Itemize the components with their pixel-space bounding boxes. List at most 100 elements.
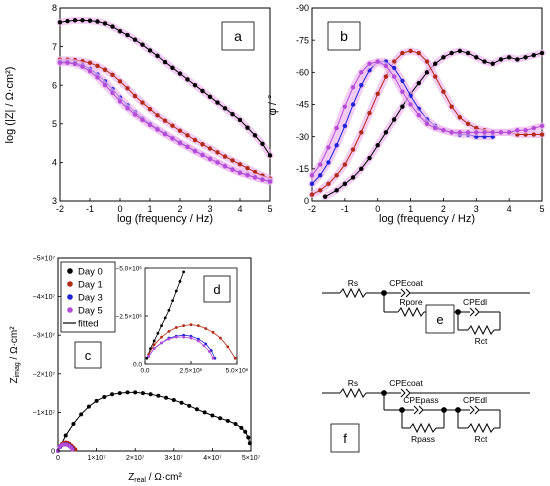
panel-b-series-3-point: [383, 63, 389, 69]
panel-a-series-3-point: [87, 69, 93, 74]
panel-a-series-1-point: [192, 137, 198, 143]
panel-c-series-0-point: [102, 394, 107, 399]
panel-d-series-2-point: [196, 337, 200, 341]
panel-b-series-3-point: [523, 128, 528, 133]
legend-marker-day0: [67, 268, 73, 274]
panel-c-axes: 0 1×10⁷ 2×10⁷ 3×10⁷ 4×10⁷ 5×10⁷ 0 −1×10⁷ −2×10⁷ −…: [33, 255, 261, 462]
panel-b-series-1-point: [334, 173, 339, 178]
panel-d-ytick-label: −2.5×10⁶: [115, 313, 142, 320]
panel-b-series-1-point: [342, 162, 348, 167]
panel-a-series-3-point: [147, 122, 153, 128]
panel-a-ytick-label: 3: [52, 196, 57, 206]
circuit-e-cpecoat-element: [405, 288, 411, 298]
panel-a-xtick-label: 4: [237, 204, 242, 214]
panel-a-series-3-point: [267, 179, 273, 184]
panel-a-series-0-point: [117, 28, 123, 34]
panel-c-frame: [57, 257, 252, 452]
panel-a-series-0-point: [102, 21, 108, 26]
panel-b-series-3-point: [375, 59, 380, 64]
panel-b-series-3-point: [400, 89, 405, 94]
panel-b-series-3-point: [498, 130, 504, 135]
panel-b-series-1-point: [391, 59, 397, 64]
panel-b-series-0-point: [523, 55, 528, 60]
panel-d-series-0-point: [163, 316, 167, 320]
panel-b-series-0-point: [482, 59, 487, 64]
panel-b-xtick-label: 4: [507, 204, 512, 214]
circuit-f-cpedl-element: [469, 405, 475, 415]
circuit-f-cpepass-label: CPEpass: [403, 395, 438, 405]
panel-a-series-0-point: [200, 88, 205, 94]
panel-b-series-3-point: [490, 130, 495, 135]
panel-a-series-0-point: [252, 133, 258, 138]
panel-b-series-3-point: [539, 123, 545, 129]
panel-a-series-3-point: [185, 144, 190, 150]
panel-a-xtick-label: 0: [117, 204, 122, 214]
panel-b-series-0-point: [490, 61, 495, 66]
panel-d-series-1-point: [182, 324, 186, 327]
panel-b-axes: -2 -1 0 1 2 3 4 5 0 -15 -30 -45 -60 -75 -90: [296, 3, 545, 214]
panel-d-series-3-point: [202, 344, 206, 348]
circuit-e-cpecoat-label: CPEcoat: [389, 278, 423, 288]
circuit-e-rs-resistor: [339, 287, 367, 299]
panel-d-series-0-point: [156, 331, 160, 335]
panel-c-series-0-point: [164, 395, 169, 400]
panel-b-series-3-point: [506, 130, 512, 135]
panel-d-label: d: [213, 282, 220, 297]
panel-b-series-3-point: [350, 85, 356, 90]
panel-a-xtick-label: 1: [147, 204, 152, 214]
panel-b-series-2-point: [400, 78, 405, 84]
legend-label-day3: Day 3: [78, 293, 103, 304]
panel-d-ytick-label: −5.0×10⁶: [115, 265, 142, 272]
panel-b-series-2-point: [350, 102, 356, 107]
panel-b-xtick-label: -2: [308, 204, 316, 214]
panel-b-series-3-point: [515, 128, 520, 133]
panel-b-series-2-point: [326, 160, 331, 165]
panel-a-series-3-point: [117, 99, 123, 104]
panel-a-series-3-point: [110, 90, 115, 96]
panel-c-nyquist: 0 1×10⁷ 2×10⁷ 3×10⁷ 4×10⁷ 5×10⁷ 0 −1×10⁷ −2×10⁷ −…: [9, 255, 261, 484]
panel-a-series-3-point: [65, 60, 70, 66]
panel-c-ylabel: Zimag / Ω·cm²: [9, 326, 21, 384]
circuit-f-cpepass-element: [413, 405, 419, 415]
panel-c-series-0-point: [171, 398, 176, 403]
panel-b-series-0-point: [400, 104, 405, 109]
panel-c-series-0-point: [94, 398, 99, 403]
panel-c-xtick-label: 2×10⁷: [126, 455, 145, 462]
panel-d-series-3-point: [152, 347, 156, 351]
panel-a-frame: [59, 7, 271, 202]
panel-b-series: [308, 47, 546, 201]
panel-d-series-0-point: [182, 270, 186, 274]
panel-a-series-3-point: [102, 83, 108, 88]
panel-b-series-1-point: [465, 121, 471, 127]
panel-b-series-1-point: [350, 147, 356, 152]
panel-c-ytick-label: −1×10⁷: [33, 410, 56, 417]
panel-b-series-0-point: [441, 55, 446, 60]
panel-a-series-0-point: [215, 100, 220, 105]
panel-a-series-1-point: [177, 128, 183, 133]
panel-b-series-3-point: [367, 61, 372, 66]
panel-a-series-1-point: [87, 60, 93, 66]
panel-a-series-0-point: [125, 32, 130, 38]
panel-d-series-1-point: [226, 345, 230, 349]
circuit-e: [322, 287, 530, 336]
panel-a-series-0-point: [230, 111, 235, 117]
panel-b-ytick-label: 0: [304, 196, 309, 206]
panel-b-series-3-point: [334, 125, 339, 131]
panel-c-series-0-point: [218, 416, 223, 421]
panel-b-series-3-point: [318, 162, 323, 167]
panel-a-series-3-point: [80, 64, 85, 69]
panel-c-xtick-label: 3×10⁷: [165, 455, 184, 462]
panel-b-series-0-point: [391, 117, 397, 122]
panel-b-series-1-point: [318, 188, 323, 193]
panel-c-ytick-label: −5×10⁷: [33, 255, 56, 262]
panel-a-series-0-point: [245, 125, 250, 130]
panel-c-series-0-point: [225, 418, 230, 423]
panel-c-series-0-point: [239, 425, 244, 430]
panel-a-series-3-point: [192, 149, 198, 154]
panel-c-label-box: [74, 341, 102, 369]
panel-c-xtick-label: 4×10⁷: [203, 455, 222, 462]
panel-a-label-box: [221, 21, 255, 51]
panel-a-series-3-point: [207, 156, 213, 162]
panel-d-series: [145, 270, 237, 360]
